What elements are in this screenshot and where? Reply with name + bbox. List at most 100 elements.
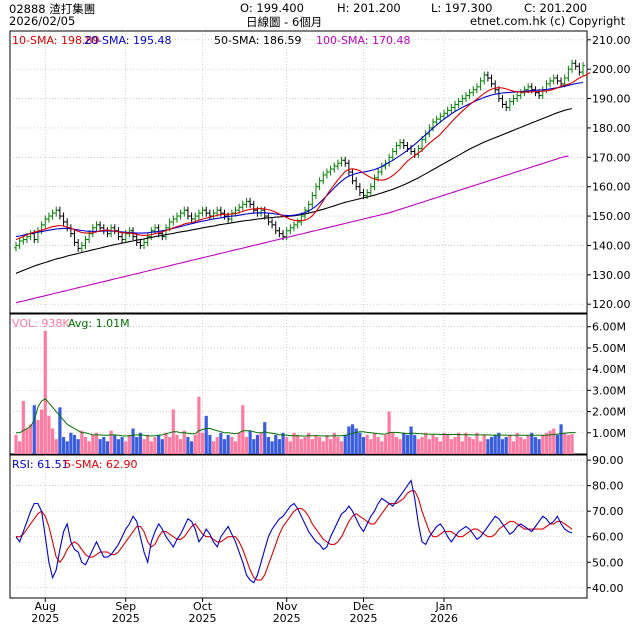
x-tick-year: 2026	[430, 612, 458, 625]
high-price: H: 201.200	[337, 1, 401, 15]
y-tick-label: 150.00	[592, 210, 631, 223]
volume-bar	[427, 439, 431, 454]
volume-bar	[72, 434, 77, 454]
volume-bar	[453, 437, 457, 454]
y-tick-label: 3.00M	[592, 384, 626, 397]
volume-bar	[109, 430, 113, 454]
volume-bar	[383, 434, 388, 454]
volume-bar	[438, 441, 442, 454]
volume-bar	[160, 439, 164, 454]
volume-bar	[105, 441, 110, 454]
volume-bar	[361, 437, 366, 454]
volume-bar	[208, 434, 212, 454]
volume-bar	[552, 428, 556, 454]
volume-bar	[131, 428, 135, 454]
volume-bar	[266, 437, 271, 454]
volume-bar	[32, 405, 36, 454]
x-tick-year: 2025	[189, 612, 217, 625]
volume-bar	[318, 437, 322, 454]
volume-bar	[153, 437, 157, 454]
volume-bar	[446, 434, 450, 454]
volume-bar	[94, 432, 99, 454]
volume-bar	[533, 437, 538, 454]
volume-bar	[303, 437, 307, 454]
x-tick-month: Oct	[193, 600, 213, 613]
volume-bar	[233, 441, 238, 454]
volume-bar	[175, 434, 179, 454]
volume-bar	[475, 432, 479, 454]
volume-bar	[347, 426, 351, 454]
copyright: etnet.com.hk (c) Copyright	[470, 14, 626, 28]
volume-bar	[138, 432, 142, 454]
volume-bar	[468, 437, 472, 454]
volume-bar	[307, 432, 311, 454]
rsi-sma-line	[16, 490, 573, 581]
y-tick-label: 210.00	[592, 34, 631, 47]
volume-bar	[270, 441, 274, 454]
volume-bar	[376, 437, 380, 454]
volume-bar	[413, 434, 417, 454]
legend-label: 5-SMA: 62.90	[64, 458, 137, 471]
volume-bar	[563, 432, 567, 454]
volume-bar	[328, 439, 333, 454]
volume-bar	[222, 439, 227, 454]
price-panel	[9, 30, 588, 314]
volume-bar	[343, 434, 347, 454]
stock-code-name: 02888 渣打集團	[9, 2, 96, 16]
y-tick-label: 5.00M	[592, 342, 626, 355]
volume-bar	[40, 409, 44, 454]
volume-avg-line	[16, 398, 576, 437]
y-tick-label: 50.00	[592, 556, 624, 569]
rsi-line	[15, 479, 573, 584]
volume-bar	[471, 439, 475, 454]
volume-bar	[530, 432, 534, 454]
volume-bar	[50, 428, 55, 454]
volume-bar	[336, 437, 340, 454]
legend-label: Avg: 1.01M	[68, 317, 130, 330]
volume-bar	[120, 437, 124, 454]
volume-bar	[200, 432, 205, 454]
volume-bar	[248, 430, 252, 454]
volume-bar	[135, 437, 139, 454]
legend-label: VOL: 938K	[12, 317, 70, 330]
low-price: L: 197.300	[431, 1, 493, 15]
volume-bar	[544, 432, 549, 454]
volume-panel	[9, 313, 588, 455]
volume-bar	[215, 437, 219, 454]
chart-period: 日線圖 - 6個月	[246, 15, 323, 29]
y-tick-label: 80.00	[592, 480, 624, 493]
volume-bar	[310, 439, 314, 454]
x-tick-month: Aug	[35, 600, 56, 613]
volume-bar	[149, 441, 153, 454]
y-tick-label: 160.00	[592, 181, 631, 194]
volume-bar	[409, 426, 413, 454]
rsi-panel	[9, 454, 588, 599]
sma10-line	[15, 71, 591, 241]
volume-bar	[424, 432, 428, 454]
volume-bar	[442, 432, 446, 454]
volume-bar	[193, 434, 197, 454]
y-tick-label: 200.00	[592, 63, 631, 76]
volume-bar	[18, 441, 22, 454]
volume-bar	[65, 441, 69, 454]
volume-bar	[497, 432, 501, 454]
volume-bar	[186, 437, 190, 454]
volume-bar	[83, 437, 88, 454]
volume-bar	[486, 439, 490, 454]
volume-bar	[36, 420, 40, 454]
volume-bar	[29, 424, 33, 454]
volume-bar	[570, 434, 574, 454]
volume-bar	[332, 432, 336, 454]
volume-bar	[102, 437, 106, 454]
y-tick-label: 2.00M	[592, 406, 626, 419]
legend-label: RSI: 61.51	[12, 458, 69, 471]
x-tick-year: 2025	[31, 612, 59, 625]
volume-bar	[420, 437, 424, 454]
volume-bar	[219, 432, 223, 454]
volume-bar	[281, 432, 285, 454]
volume-bar	[116, 439, 121, 454]
volume-bar	[548, 430, 552, 454]
volume-bar	[146, 434, 150, 454]
y-tick-label: 1.00M	[592, 427, 626, 440]
